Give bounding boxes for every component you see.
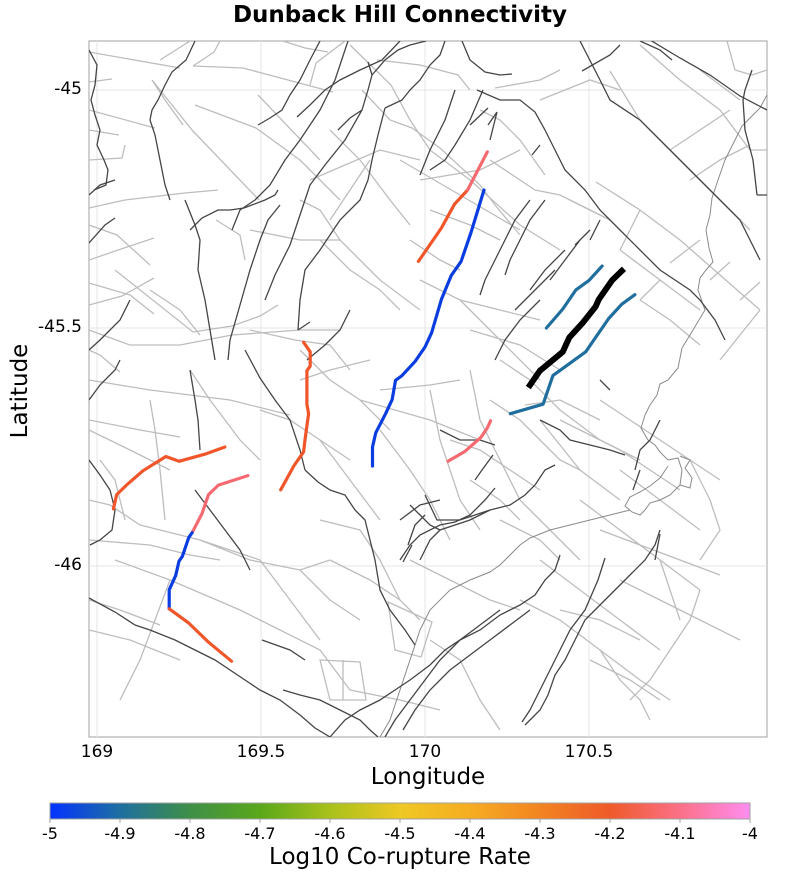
colored-fault bbox=[544, 264, 604, 330]
background-faults bbox=[89, 41, 767, 737]
colorbar-tick-label: -4 bbox=[742, 824, 758, 843]
y-tick-label: -45.5 bbox=[38, 317, 82, 337]
colorbar bbox=[49, 802, 751, 820]
colored-fault bbox=[279, 340, 312, 492]
colored-fault bbox=[508, 293, 637, 416]
colorbar-tick-label: -4.7 bbox=[244, 824, 276, 843]
colorbar-tick-label: -4.8 bbox=[174, 824, 206, 843]
colorbar-tick-label: -4.1 bbox=[664, 824, 696, 843]
colorbar-tick-label: -4.9 bbox=[104, 824, 136, 843]
x-tick-label: 170 bbox=[408, 742, 442, 762]
colorbar-tick-label: -4.2 bbox=[594, 824, 626, 843]
colored-fault bbox=[416, 188, 470, 263]
y-tick-label: -46 bbox=[54, 555, 82, 575]
coastline bbox=[379, 94, 767, 737]
x-tick-label: 170.5 bbox=[564, 742, 614, 762]
colorbar-tick-label: -4.5 bbox=[384, 824, 416, 843]
colorbar-tick-label: -4.3 bbox=[524, 824, 556, 843]
chart-title: Dunback Hill Connectivity bbox=[232, 2, 568, 28]
fault-section-outlines bbox=[89, 41, 767, 731]
y-tick-label: -45 bbox=[54, 79, 82, 99]
colored-fault bbox=[370, 188, 486, 468]
x-tick-label: 169.5 bbox=[236, 742, 286, 762]
colorbar-tick-label: -4.4 bbox=[454, 824, 486, 843]
colorbar-tick-label: -4.6 bbox=[314, 824, 346, 843]
colored-fault-segments bbox=[111, 150, 637, 663]
highlighted-fault bbox=[525, 266, 627, 390]
colored-fault bbox=[167, 607, 234, 663]
colored-fault bbox=[111, 445, 227, 511]
colorbar-label: Log10 Co-rupture Rate bbox=[269, 844, 531, 870]
dunback-hill-fault bbox=[525, 266, 627, 390]
colored-fault bbox=[446, 419, 493, 463]
colorbar-tick-label: -5 bbox=[42, 824, 58, 843]
colored-fault bbox=[190, 474, 250, 535]
x-axis-label: Longitude bbox=[370, 764, 486, 790]
colored-fault bbox=[167, 531, 194, 611]
x-tick-label: 169 bbox=[80, 742, 114, 762]
colored-fault bbox=[466, 150, 489, 192]
